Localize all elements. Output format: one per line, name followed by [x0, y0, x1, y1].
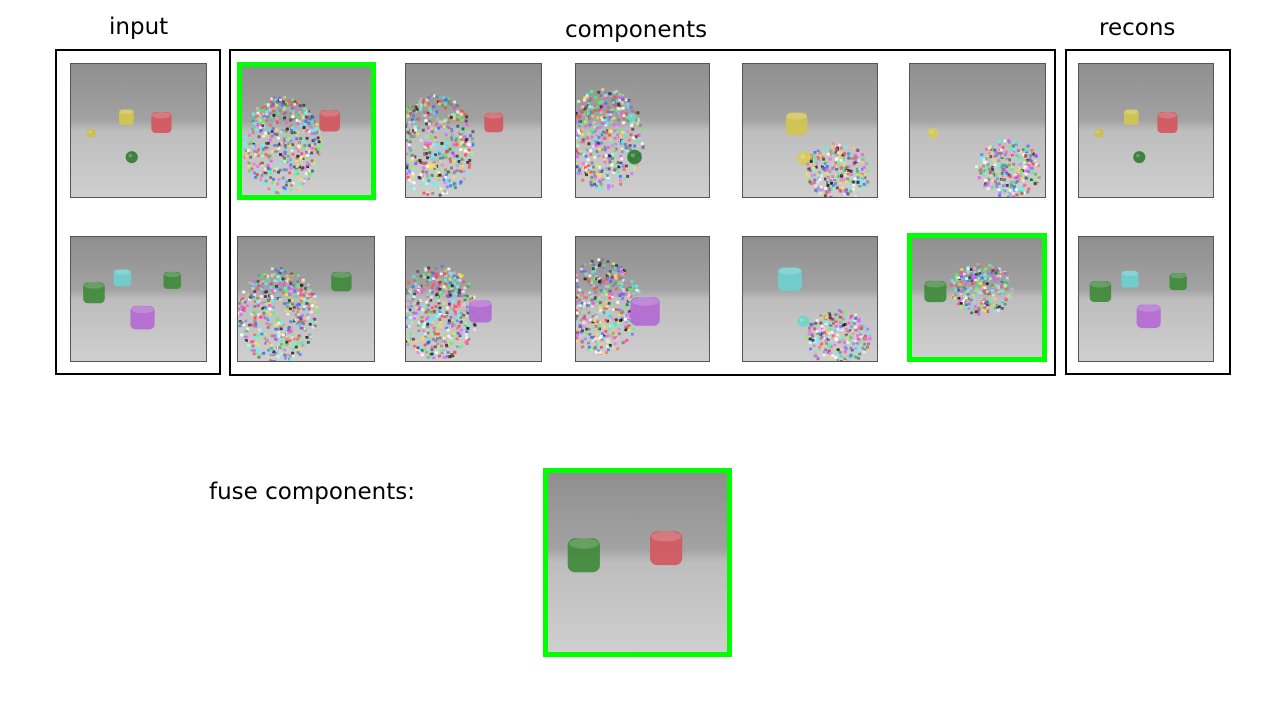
- green-sphere: [627, 149, 642, 165]
- scene-render: [743, 64, 877, 197]
- noise-right-patch: [805, 142, 870, 197]
- component-image-row2-col4: [742, 236, 878, 362]
- fused-image: [543, 468, 732, 657]
- scene-render: [71, 64, 206, 197]
- scene-background: [743, 64, 877, 197]
- recons-label: recons: [1099, 15, 1176, 41]
- noise-left-patch: [243, 96, 323, 195]
- noise-left-patch: [238, 267, 319, 361]
- component-image-row2-col1: [237, 236, 375, 362]
- input-image-row2: [70, 236, 207, 362]
- scene-render: [1079, 237, 1213, 361]
- noise-left-patch: [576, 258, 642, 355]
- green-sphere: [125, 151, 138, 164]
- yellow-cylinder: [1123, 109, 1139, 125]
- green-cylinder: [1169, 273, 1187, 291]
- input-image-row1: [70, 63, 207, 198]
- red-cylinder: [650, 531, 683, 566]
- small-yellow-sphere: [1094, 128, 1104, 138]
- component-image-row1-col4: [742, 63, 878, 198]
- red-cylinder: [484, 112, 504, 133]
- fuse-components-label: fuse components:: [209, 479, 415, 505]
- green-cylinder: [331, 271, 352, 292]
- components-group: [229, 49, 1056, 376]
- scene-render: [238, 237, 374, 361]
- input-label: input: [109, 14, 169, 40]
- yellow-cylinder: [118, 109, 134, 125]
- red-cylinder: [1157, 112, 1178, 133]
- input-group: [55, 49, 221, 375]
- noise-right-patch: [974, 139, 1041, 197]
- recons-image-row1: [1078, 63, 1214, 198]
- component-image-row2-col5: [907, 233, 1047, 362]
- component-image-row2-col2: [405, 236, 542, 362]
- scene-render: [71, 237, 206, 361]
- cyan-sphere: [627, 112, 637, 122]
- purple-cylinder: [630, 297, 660, 326]
- noise-left-patch: [406, 264, 479, 360]
- noise-right-patch: [949, 262, 1014, 316]
- recons-image-row2: [1078, 236, 1214, 362]
- yellow-cylinder: [785, 112, 808, 136]
- scene-render: [576, 237, 709, 361]
- cyan-cylinder: [1121, 270, 1139, 288]
- scene-render: [912, 238, 1042, 357]
- component-image-row1-col1: [237, 62, 376, 200]
- yellow-sphere: [797, 151, 813, 166]
- cyan-sphere: [797, 315, 810, 327]
- component-image-row2-col3: [575, 236, 710, 362]
- green-cylinder: [924, 280, 947, 303]
- recons-group: [1065, 49, 1231, 375]
- components-label: components: [565, 17, 708, 43]
- red-cylinder: [151, 112, 172, 133]
- red-cylinder: [319, 110, 341, 132]
- scene-render: [406, 237, 541, 361]
- scene-render: [406, 64, 541, 197]
- purple-cylinder: [130, 305, 155, 330]
- cyan-cylinder: [777, 267, 802, 291]
- noise-left-patch: [406, 93, 476, 197]
- scene-render: [548, 473, 727, 652]
- scene-render: [910, 64, 1045, 197]
- small-yellow-sphere: [86, 128, 96, 138]
- component-image-row1-col5: [909, 63, 1046, 198]
- yellow-sphere: [927, 127, 939, 139]
- scene-render: [576, 64, 709, 197]
- green-cylinder: [567, 538, 600, 573]
- green-cylinder: [163, 271, 182, 289]
- noise-left-patch: [576, 88, 645, 190]
- scene-render: [743, 237, 877, 361]
- component-image-row1-col3: [575, 63, 710, 198]
- scene-render: [1079, 64, 1213, 197]
- component-image-row1-col2: [405, 63, 542, 198]
- noise-right-patch: [805, 309, 872, 361]
- green-sphere: [1133, 151, 1146, 164]
- scene-render: [242, 67, 371, 195]
- purple-cylinder: [1136, 304, 1161, 329]
- green-cylinder: [1089, 281, 1112, 302]
- cyan-cylinder: [113, 269, 132, 287]
- purple-cylinder: [468, 300, 492, 323]
- green-cylinder: [83, 282, 105, 304]
